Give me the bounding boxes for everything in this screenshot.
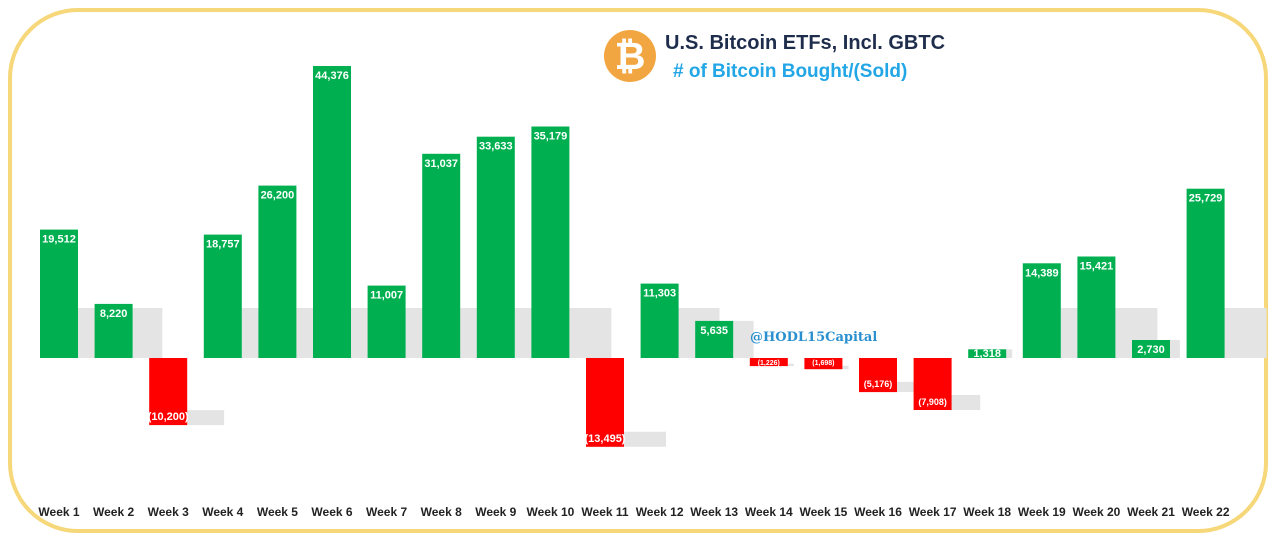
data-labels: 19,512 8,220 (10,200) 18,757 26,200 44,376 11,…: [42, 70, 1222, 445]
x-tick-label-2: Week 2: [93, 505, 134, 519]
bar-week-9: [476, 136, 515, 358]
x-tick-label-18: Week 18: [963, 505, 1011, 519]
x-tick-label-16: Week 16: [854, 505, 902, 519]
data-label-week-19: 14,389: [1025, 267, 1059, 279]
x-tick-label-6: Week 6: [311, 505, 352, 519]
chart-title: U.S. Bitcoin ETFs, Incl. GBTC: [665, 32, 946, 54]
x-tick-label-4: Week 4: [202, 505, 243, 519]
bar-week-13: [695, 320, 734, 358]
x-tick-label-19: Week 19: [1018, 505, 1066, 519]
bar-shadow-17: [951, 395, 981, 411]
bar-shadow-11: [624, 431, 666, 447]
chart-subtitle: # of Bitcoin Bought/(Sold): [673, 61, 908, 82]
watermark: @HODL15Capital: [750, 330, 878, 345]
bar-shadow-15: [842, 365, 849, 370]
x-tick-label-17: Week 17: [909, 505, 957, 519]
x-tick-label-21: Week 21: [1127, 505, 1175, 519]
data-label-week-8: 31,037: [424, 158, 458, 170]
data-label-week-1: 19,512: [42, 234, 76, 246]
bar-shadow-10: [569, 308, 612, 358]
data-label-week-18: 1,318: [973, 348, 1001, 360]
data-label-week-14: (1,226): [758, 360, 780, 367]
bar-week-17: [913, 358, 952, 410]
bar-week-5: [258, 185, 297, 358]
bar-shadow-16: [897, 381, 916, 393]
data-label-week-3: (10,200): [148, 411, 189, 423]
bar-week-12: [640, 283, 679, 358]
data-label-week-7: 11,007: [370, 290, 403, 302]
bar-week-1: [40, 229, 78, 358]
data-label-week-21: 2,730: [1137, 344, 1165, 356]
bar-week-7: [367, 285, 406, 358]
data-label-week-5: 26,200: [261, 190, 295, 202]
bar-week-16: [859, 358, 897, 393]
bar-week-18: [968, 349, 1007, 358]
data-label-week-16: (5,176): [864, 379, 893, 389]
bar-week-22: [1186, 188, 1225, 358]
bar-shadow-18: [1006, 349, 1013, 358]
bar-week-19: [1022, 263, 1061, 358]
x-tick-label-10: Week 10: [526, 505, 574, 519]
bar-week-11: [586, 358, 624, 447]
bar-week-8: [422, 153, 461, 358]
bar-shadow-21: [1170, 340, 1180, 358]
bar-week-15: [804, 358, 843, 370]
bitcoin-logo-icon: ₿: [604, 30, 656, 82]
x-tick-label-8: Week 8: [421, 505, 462, 519]
bar-shadow-22: [1224, 308, 1267, 358]
x-tick-label-13: Week 13: [690, 505, 738, 519]
bar-week-20: [1077, 256, 1116, 358]
bar-week-4: [203, 234, 242, 358]
bars: [40, 66, 1225, 447]
bar-shadow-13: [733, 320, 754, 358]
x-tick-label-9: Week 9: [475, 505, 516, 519]
data-label-week-9: 33,633: [479, 141, 513, 153]
bar-shadow-2: [132, 308, 163, 358]
bar-week-2: [94, 303, 133, 358]
bar-shadow-3: [187, 410, 225, 426]
x-tick-label-11: Week 11: [581, 505, 628, 519]
x-tick-label-14: Week 14: [745, 505, 793, 519]
bar-week-21: [1132, 340, 1170, 358]
data-label-week-11: (13,495): [585, 433, 626, 445]
x-tick-label-15: Week 15: [799, 505, 847, 519]
data-label-week-2: 8,220: [100, 308, 128, 320]
data-label-week-4: 18,757: [206, 239, 240, 251]
bar-week-6: [313, 66, 351, 358]
bar-shadow-14: [787, 363, 794, 367]
data-label-week-12: 11,303: [643, 288, 676, 300]
data-label-week-15: (1,698): [812, 360, 834, 367]
bar-week-10: [531, 126, 570, 358]
bar-week-14: [749, 358, 788, 367]
data-label-week-17: (7,908): [918, 397, 947, 407]
x-axis-tick-labels: Week 1 Week 2 Week 3 Week 4 Week 5 Week 6 Week…: [38, 505, 1229, 519]
x-tick-label-1: Week 1: [38, 505, 79, 519]
x-tick-label-12: Week 12: [636, 505, 684, 519]
x-tick-label-20: Week 20: [1072, 505, 1120, 519]
x-tick-label-3: Week 3: [148, 505, 189, 519]
x-tick-label-5: Week 5: [257, 505, 298, 519]
chart-frame: [8, 8, 1268, 533]
x-tick-label-7: Week 7: [366, 505, 407, 519]
bar-week-3: [149, 358, 188, 426]
data-label-week-20: 15,421: [1080, 261, 1114, 273]
data-label-week-13: 5,635: [700, 325, 728, 337]
data-label-week-6: 44,376: [315, 70, 349, 82]
x-tick-label-22: Week 22: [1182, 505, 1230, 519]
data-label-week-22: 25,729: [1189, 193, 1223, 205]
data-label-week-10: 35,179: [534, 131, 568, 143]
